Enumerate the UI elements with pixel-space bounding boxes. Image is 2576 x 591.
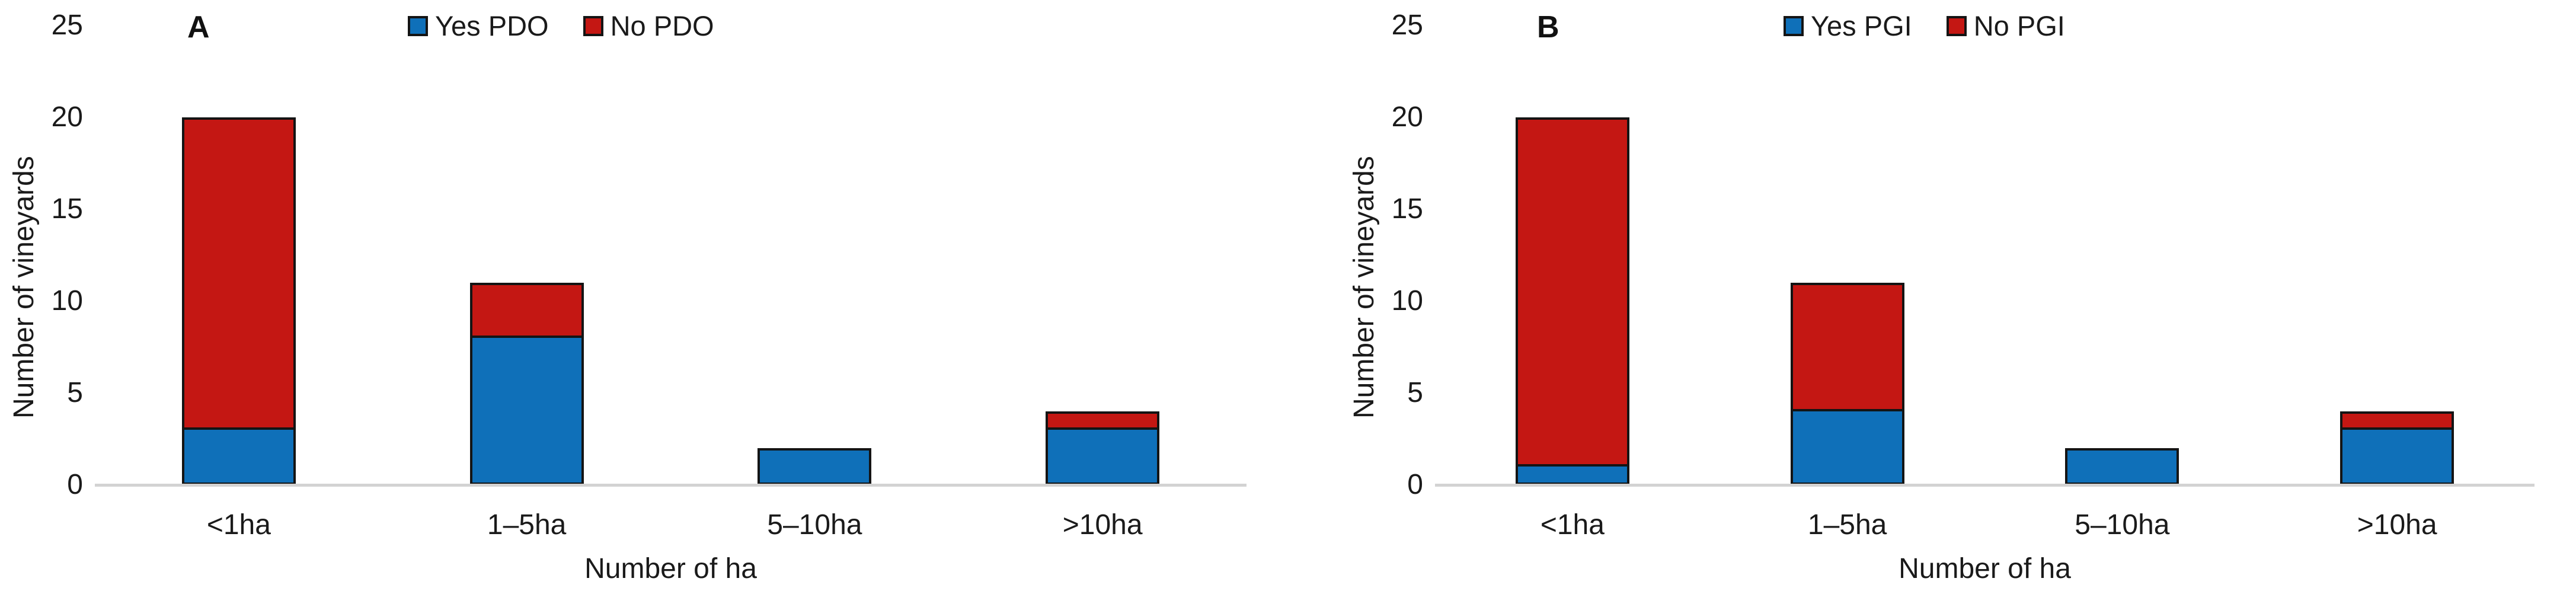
legend-swatch-no-pdo (583, 15, 603, 36)
bar-segment-no (1790, 283, 1904, 411)
bar-segment-no (469, 283, 584, 338)
plot-slots (1435, 25, 2535, 485)
legend-item-no-pgi: No PGI (1946, 9, 2065, 42)
plot-area-a (95, 25, 1247, 485)
chart-panel-a: A Yes PDO No PDO Number of vineyards 25 … (0, 0, 1247, 591)
bar-segment-yes (1790, 411, 1904, 485)
y-tick-5: 5 (1407, 377, 1423, 408)
x-category: <1ha (1540, 509, 1605, 541)
x-category: >10ha (1062, 509, 1143, 541)
bar-slot (1710, 25, 1985, 485)
bar-slot (1435, 25, 1710, 485)
legend-item-yes-pgi: Yes PGI (1784, 9, 1912, 42)
y-tick-0: 0 (67, 469, 83, 500)
x-axis-title-b: Number of ha (1899, 553, 2071, 584)
legend-swatch-yes-pdo (408, 15, 428, 36)
legend-label-yes-pgi: Yes PGI (1811, 10, 1912, 41)
stacked-bar (1046, 411, 1160, 485)
y-tick-10: 10 (1391, 285, 1423, 317)
legend-label-no-pgi: No PGI (1973, 10, 2065, 41)
bar-segment-yes (1515, 467, 1629, 485)
bar-segment-no (1515, 117, 1629, 467)
y-tick-20: 20 (1391, 101, 1423, 133)
bar-segment-yes (758, 448, 872, 485)
panel-label-a: A (187, 10, 210, 44)
x-category-labels-b: <1ha 1–5ha 5–10ha >10ha (1435, 509, 2535, 541)
y-tick-5: 5 (67, 377, 83, 408)
stacked-bar (1515, 117, 1629, 485)
x-axis-title-a: Number of ha (584, 553, 757, 584)
y-tick-0: 0 (1407, 469, 1423, 500)
y-axis-ticks-b: 25 20 15 10 5 0 (1340, 0, 1423, 591)
legend-label-no-pdo: No PDO (610, 10, 714, 41)
bar-segment-no (181, 117, 296, 430)
legend-swatch-no-pgi (1946, 15, 1967, 36)
legend-swatch-yes-pgi (1784, 15, 1804, 36)
x-axis-line-a (95, 484, 1247, 487)
y-tick-25: 25 (51, 9, 83, 41)
y-tick-25: 25 (1391, 9, 1423, 41)
x-category: 5–10ha (2075, 509, 2170, 541)
plot-slots (95, 25, 1247, 485)
bar-slot (671, 25, 959, 485)
x-category: <1ha (206, 509, 271, 541)
stacked-bar (2340, 411, 2454, 485)
legend-a: Yes PDO No PDO (408, 9, 714, 42)
chart-panel-b: B Yes PGI No PGI Number of vineyards 25 … (1288, 0, 2576, 591)
bar-slot (383, 25, 671, 485)
x-category: 1–5ha (487, 509, 567, 541)
panel-label-b: B (1537, 10, 1559, 44)
x-category: 5–10ha (767, 509, 862, 541)
stacked-bar (2065, 448, 2179, 485)
plot-area-b (1435, 25, 2535, 485)
y-tick-10: 10 (51, 285, 83, 317)
x-category-labels-a: <1ha 1–5ha 5–10ha >10ha (95, 509, 1247, 541)
x-category: >10ha (2357, 509, 2437, 541)
legend-b: Yes PGI No PGI (1784, 9, 2065, 42)
stacked-bar (469, 283, 584, 485)
legend-item-yes-pdo: Yes PDO (408, 9, 549, 42)
bar-slot (2259, 25, 2535, 485)
bar-segment-yes (181, 430, 296, 485)
x-category: 1–5ha (1807, 509, 1887, 541)
bar-slot (1985, 25, 2260, 485)
bar-segment-no (1046, 411, 1160, 430)
bar-slot (95, 25, 383, 485)
y-tick-20: 20 (51, 101, 83, 133)
y-tick-15: 15 (51, 193, 83, 225)
y-axis-ticks-a: 25 20 15 10 5 0 (0, 0, 83, 591)
bar-segment-yes (2340, 430, 2454, 485)
legend-item-no-pdo: No PDO (583, 9, 714, 42)
bar-segment-no (2340, 411, 2454, 430)
y-tick-15: 15 (1391, 193, 1423, 225)
x-axis-line-b (1435, 484, 2535, 487)
stacked-bar (181, 117, 296, 485)
bar-segment-yes (469, 338, 584, 485)
bar-segment-yes (2065, 448, 2179, 485)
legend-label-yes-pdo: Yes PDO (435, 10, 549, 41)
bar-slot (958, 25, 1247, 485)
stacked-bar (1790, 283, 1904, 485)
stacked-bar (758, 448, 872, 485)
bar-segment-yes (1046, 430, 1160, 485)
